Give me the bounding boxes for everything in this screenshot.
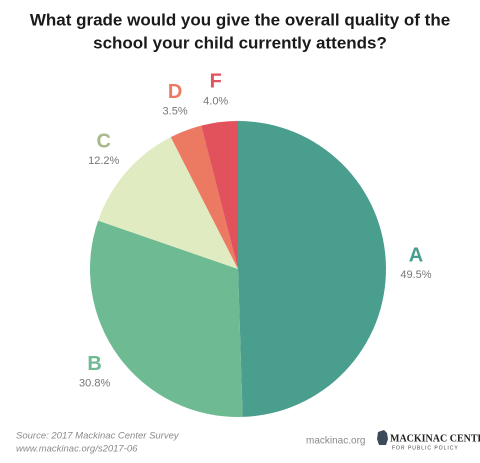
category-label: B [87, 353, 101, 375]
category-label: C [97, 130, 111, 152]
pie-slice [201, 121, 238, 269]
source-url: www.mackinac.org/s2017-06 [16, 444, 138, 455]
logo-name: MACKINAC CENTER [390, 433, 480, 444]
pie-slice [98, 137, 238, 269]
pie-slice [170, 125, 238, 269]
logo-icon [377, 430, 388, 445]
logo-tagline: FOR PUBLIC POLICY [392, 445, 459, 451]
pie-slice [238, 120, 387, 417]
category-label: F [210, 71, 222, 93]
website: mackinac.org [306, 436, 365, 447]
chart-title: What grade would you give the overall qu… [30, 10, 450, 29]
category-label: A [409, 244, 423, 266]
value-label: 3.5% [163, 105, 188, 117]
category-label: D [168, 81, 182, 103]
chart-title: school your child currently attends? [93, 33, 387, 52]
value-label: 4.0% [203, 95, 228, 107]
value-label: 49.5% [400, 269, 431, 281]
source-note: Source: 2017 Mackinac Center Survey [16, 431, 180, 442]
value-label: 30.8% [79, 377, 110, 389]
value-label: 12.2% [88, 155, 119, 167]
pie-slice [90, 220, 243, 417]
